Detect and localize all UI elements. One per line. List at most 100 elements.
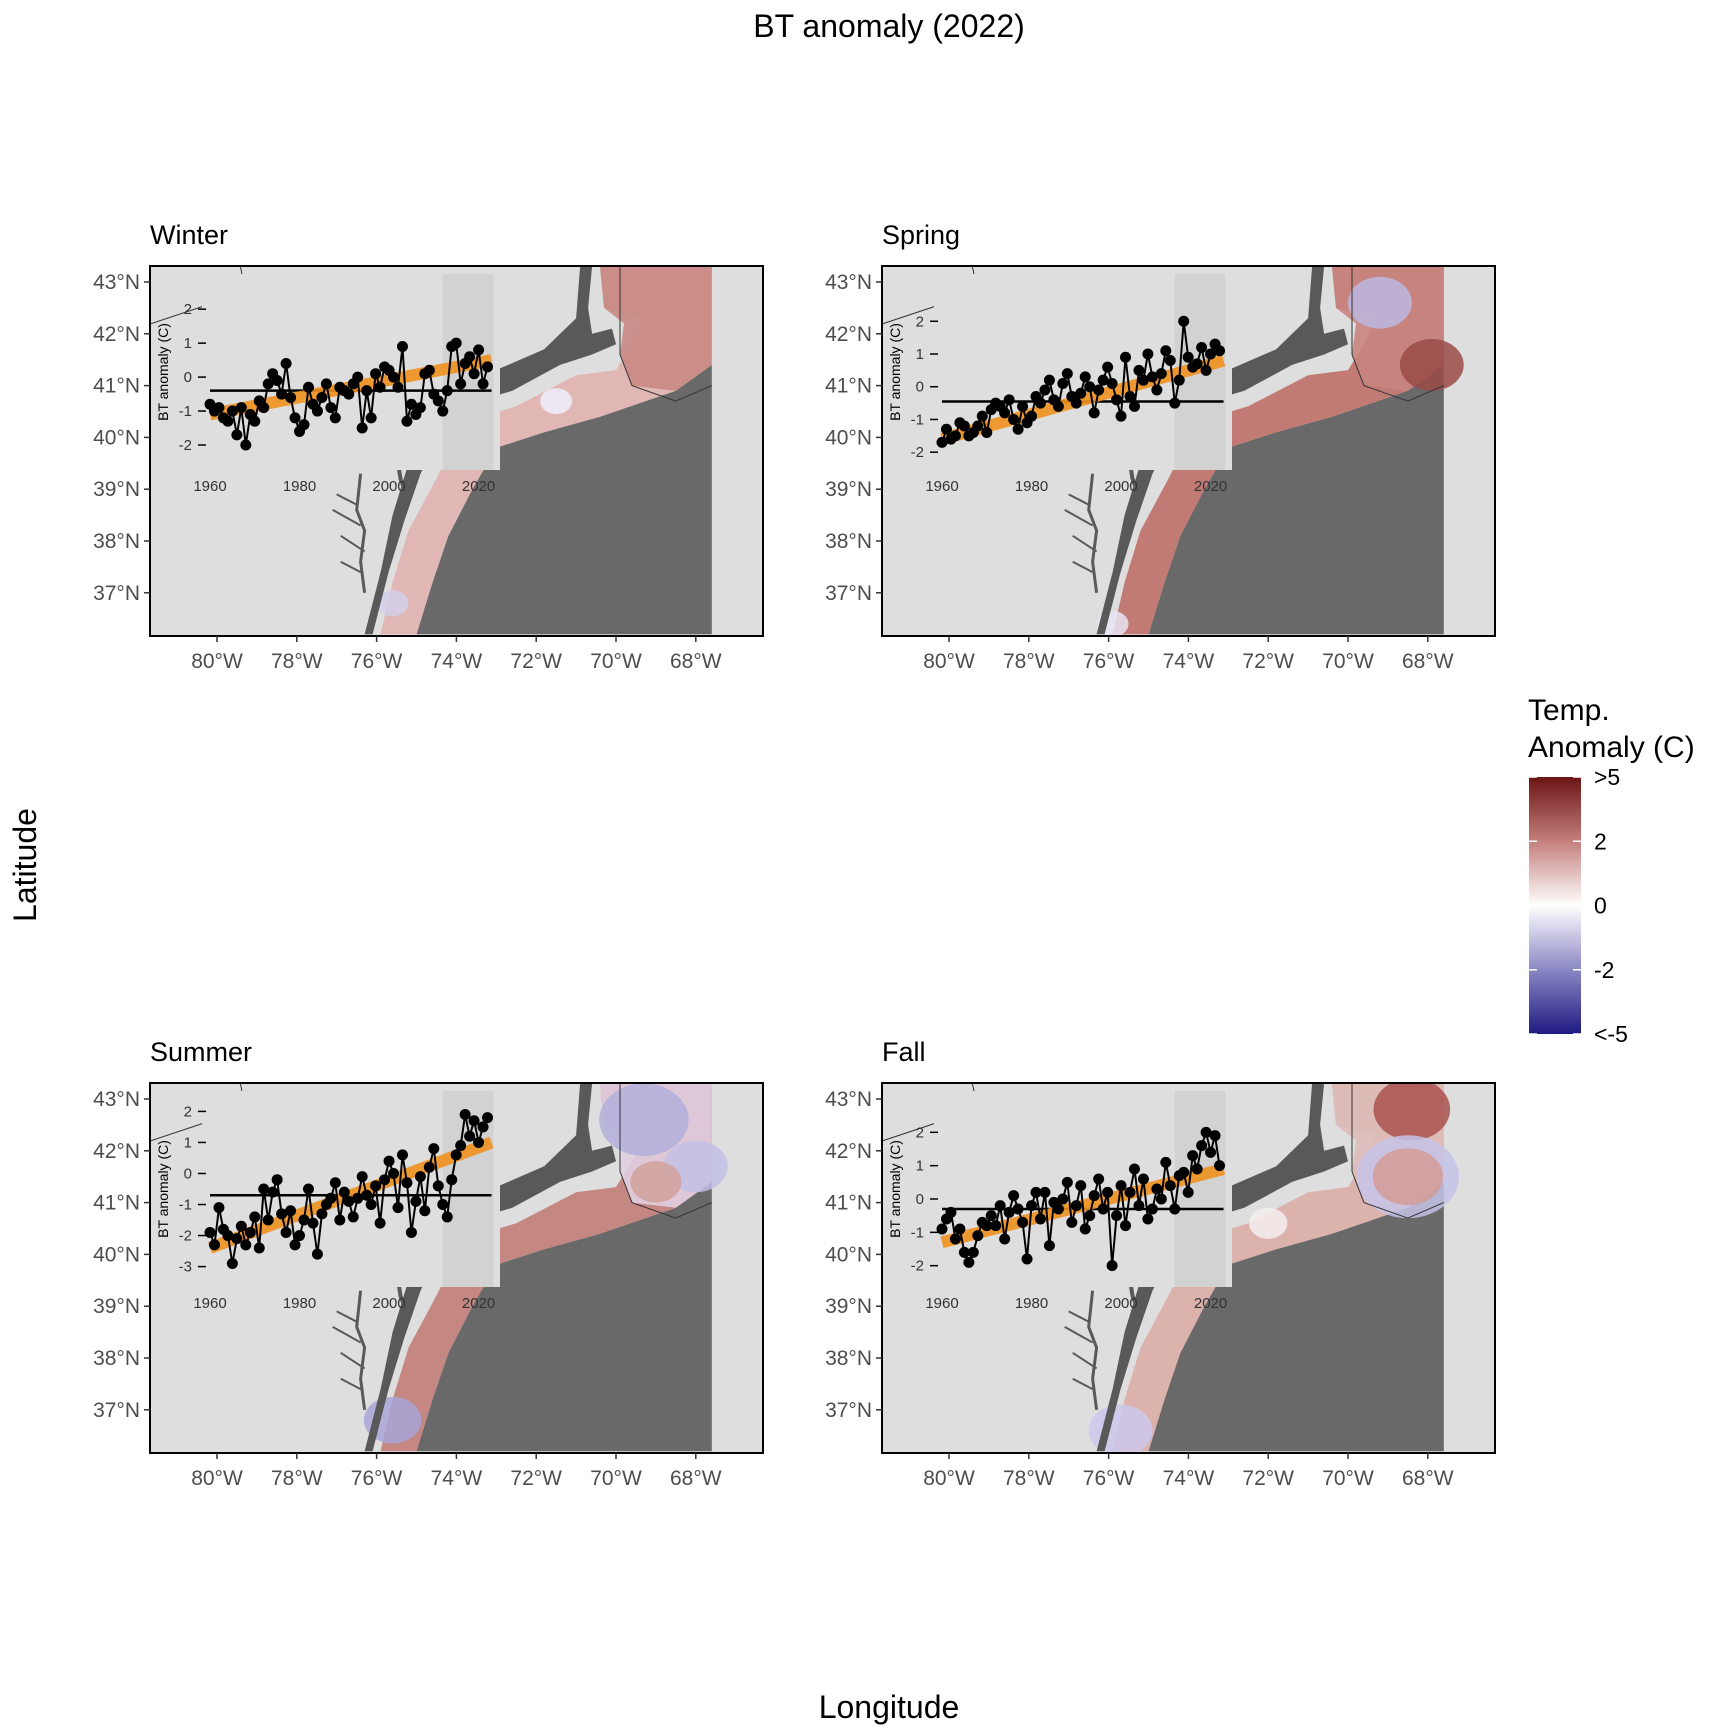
data-point	[356, 422, 368, 434]
coastline-water	[364, 266, 616, 635]
inset-y-axis-label: BT anomaly (C)	[887, 323, 903, 421]
legend-tick-label: <-5	[1594, 1021, 1628, 1047]
lon-tick-label: 70°W	[1322, 650, 1374, 673]
data-point	[1030, 1186, 1042, 1198]
data-point	[473, 1136, 485, 1148]
data-point	[361, 385, 373, 397]
data-point	[405, 1226, 417, 1238]
lon-tick-label: 80°W	[191, 1467, 243, 1490]
data-point	[423, 364, 435, 376]
data-point	[1084, 1210, 1096, 1222]
data-point	[401, 415, 413, 427]
inset-x-tick-label: 1960	[193, 478, 226, 495]
panel-winter: 2 1 0 -1 -2 1960 1980 2000 2020 BT anomaly (C) Win…	[93, 220, 764, 673]
data-point	[222, 1230, 234, 1242]
data-point	[1128, 400, 1140, 412]
data-point	[298, 419, 310, 431]
offshore-mask	[416, 1181, 712, 1452]
data-point	[1039, 384, 1051, 396]
recent-period-shading	[1174, 1091, 1226, 1287]
data-point	[958, 1246, 970, 1258]
inset-y-tick-label: 2	[184, 1103, 192, 1120]
data-point	[388, 1167, 400, 1179]
data-point	[1111, 394, 1123, 406]
inset-y-tick-label: -1	[911, 411, 924, 428]
inset-y-tick-label: 1	[184, 1134, 192, 1151]
data-point	[285, 391, 297, 403]
data-point	[405, 398, 417, 410]
lon-tick-label: 72°W	[1242, 650, 1294, 673]
estuary-branch	[1072, 1377, 1094, 1390]
inset-y-tick-label: 0	[916, 379, 924, 396]
data-point	[1164, 1180, 1176, 1192]
anomaly-patch	[1373, 1083, 1451, 1141]
lat-tick-label: 42°N	[825, 323, 872, 346]
lon-tick-label: 76°W	[1083, 1467, 1135, 1490]
management-boundary	[619, 266, 712, 402]
data-point	[1106, 377, 1118, 389]
data-point	[235, 402, 247, 414]
data-point	[450, 337, 462, 349]
estuary	[355, 473, 367, 593]
lon-tick-label: 72°W	[510, 1467, 562, 1490]
data-point	[226, 1257, 238, 1269]
data-point	[1061, 1176, 1073, 1188]
y-axis-title: Latitude	[7, 808, 43, 922]
data-point	[1160, 1156, 1172, 1168]
inset-y-tick-label: -2	[179, 437, 192, 454]
inset-y-tick-label: 2	[916, 313, 924, 330]
lat-tick-label: 39°N	[825, 478, 872, 501]
legend-ticks: >5 2 0 -2 <-5	[1529, 764, 1628, 1047]
data-point	[441, 1211, 453, 1223]
data-point	[1120, 351, 1132, 363]
data-point	[949, 1233, 961, 1245]
inset-x-tick-label: 1960	[193, 1295, 226, 1312]
data-point	[1205, 348, 1217, 360]
data-point	[374, 1217, 386, 1229]
data-point	[464, 351, 476, 363]
data-point	[396, 341, 408, 353]
data-point	[1164, 355, 1176, 367]
inset-y-tick-label: 0	[184, 1165, 192, 1182]
estuary-branch	[332, 1326, 362, 1344]
data-point	[231, 429, 243, 441]
inset-y-tick-label: 2	[916, 1124, 924, 1141]
data-point	[204, 1226, 216, 1238]
legend-colorbar	[1529, 777, 1581, 1034]
data-point	[1200, 1126, 1212, 1138]
panel-title: Summer	[150, 1037, 252, 1067]
lon-tick-label: 74°W	[1163, 1467, 1215, 1490]
data-point	[240, 1239, 252, 1251]
estuary-branch	[1064, 1326, 1094, 1344]
lat-tick-label: 40°N	[93, 426, 140, 449]
data-point	[1137, 1173, 1149, 1185]
lon-tick-label: 76°W	[351, 650, 403, 673]
inset-x-tick-label: 2020	[462, 478, 495, 495]
data-point	[1142, 348, 1154, 360]
lon-tick-label: 68°W	[1402, 650, 1454, 673]
data-point	[1146, 1203, 1158, 1215]
anomaly-patch	[1249, 1207, 1288, 1239]
data-point	[343, 388, 355, 400]
data-point	[271, 1174, 283, 1186]
data-point	[945, 1206, 957, 1218]
data-point	[320, 378, 332, 390]
inset-y-tick-label: 2	[184, 301, 192, 318]
data-point	[1178, 1166, 1190, 1178]
lon-tick-label: 74°W	[431, 650, 483, 673]
data-point	[352, 371, 364, 383]
legend-tick-label: 2	[1594, 828, 1607, 854]
data-point	[1021, 1253, 1033, 1265]
offshore-mask	[1148, 364, 1444, 635]
lon-tick-label: 72°W	[510, 650, 562, 673]
anomaly-patch	[540, 388, 573, 415]
data-point	[981, 427, 993, 439]
anomaly-patch	[1348, 276, 1412, 329]
data-point	[437, 405, 449, 417]
data-point	[1043, 1240, 1055, 1252]
data-point	[1043, 374, 1055, 386]
data-point	[280, 1226, 292, 1238]
data-point	[280, 358, 292, 370]
estuary-branch	[340, 1351, 366, 1370]
inset-y-tick-label: 0	[184, 369, 192, 386]
